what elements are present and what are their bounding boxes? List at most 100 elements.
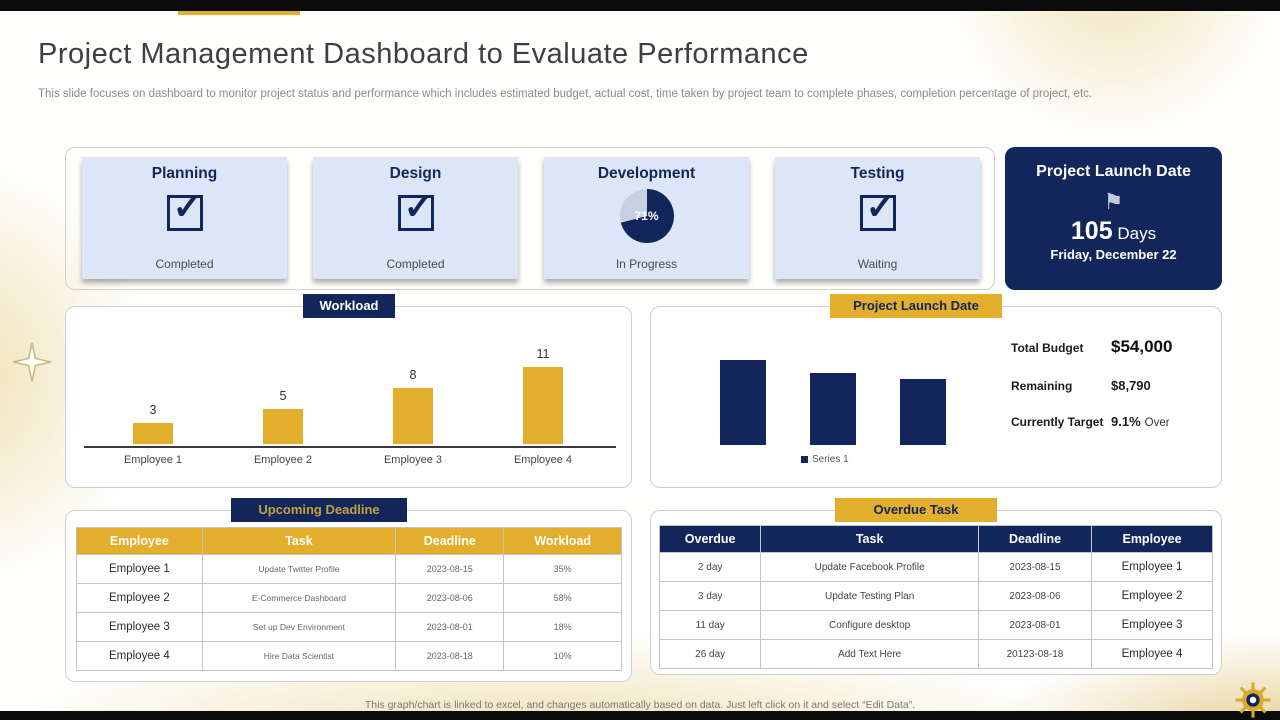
- cell-employee: Employee 3: [1091, 610, 1213, 640]
- bar-value-label: 5: [279, 389, 287, 403]
- cell-employee: Employee 4: [1091, 639, 1213, 669]
- legend-swatch-icon: [801, 456, 808, 463]
- column-header: Task: [201, 527, 397, 555]
- workload-bar[interactable]: 11: [523, 347, 563, 444]
- budget-stats: Total Budget $54,000 Remaining $8,790 Cu…: [1011, 337, 1211, 450]
- check-icon: ✓: [172, 186, 203, 227]
- category-label: Employee 2: [253, 454, 313, 466]
- budget-bar[interactable]: [900, 379, 946, 445]
- project-launch-card: Project Launch Date ⚑ 105 Days Friday, D…: [1005, 147, 1222, 290]
- launch-days-value: 105: [1070, 217, 1113, 245]
- cell-overdue: 3 day: [658, 581, 762, 611]
- column-header: Deadline: [395, 527, 505, 555]
- column-header: Task: [760, 525, 979, 553]
- cell-workload: 35%: [503, 554, 622, 584]
- table-row: 26 day Add Text Here 20123-08-18 Employe…: [658, 639, 1213, 669]
- footer-note: This graph/chart is linked to excel, and…: [364, 699, 916, 711]
- bar-value-label: 11: [536, 347, 550, 361]
- phase-status: Completed: [155, 257, 214, 271]
- launch-days-unit: Days: [1117, 224, 1157, 243]
- workload-bar[interactable]: 5: [263, 389, 303, 444]
- checkbox-checked-icon: ✓: [166, 189, 203, 231]
- cell-deadline: 2023-08-01: [395, 612, 505, 642]
- phase-card-development: Development 71% In Progress: [544, 157, 749, 279]
- table-row: Employee 1 Update Twitter Profile 2023-0…: [76, 554, 622, 584]
- star-ornament-icon: [10, 340, 54, 389]
- table-row: 3 day Update Testing Plan 2023-08-06 Emp…: [658, 581, 1213, 611]
- stat-row-total-budget: Total Budget $54,000: [1011, 337, 1211, 357]
- phase-title: Design: [389, 165, 442, 182]
- launch-card-title: Project Launch Date: [1036, 163, 1191, 180]
- cell-task: Update Testing Plan: [760, 581, 979, 611]
- gear-ornament-icon: [1234, 681, 1272, 720]
- cell-overdue: 2 day: [658, 552, 762, 582]
- table-row: 11 day Configure desktop 2023-08-01 Empl…: [658, 610, 1213, 640]
- stat-label: Remaining: [1011, 379, 1073, 393]
- phase-card-planning: Planning ✓ Completed: [82, 157, 287, 279]
- cell-overdue: 26 day: [658, 639, 762, 669]
- check-icon: ✓: [403, 186, 434, 227]
- stat-value: $54,000: [1111, 337, 1173, 356]
- cell-employee: Employee 2: [1091, 581, 1213, 611]
- table-row: Employee 3 Set up Dev Environment 2023-0…: [76, 612, 622, 642]
- cell-task: Configure desktop: [760, 610, 979, 640]
- stat-value: $8,790: [1111, 378, 1151, 393]
- top-bar: [0, 0, 1280, 11]
- cell-task: E-Commerce Dashboard: [201, 583, 397, 613]
- stat-suffix: Over: [1144, 417, 1170, 429]
- cell-deadline: 2023-08-18: [395, 641, 505, 671]
- cell-task: Update Twitter Profile: [201, 554, 397, 584]
- pie-percent-label: 71%: [634, 209, 659, 223]
- cell-employee: Employee 4: [76, 641, 203, 671]
- overdue-task-panel: Overdue Task Deadline Employee 2 day Upd…: [650, 510, 1222, 675]
- cell-deadline: 2023-08-06: [977, 581, 1093, 611]
- budget-chart-panel[interactable]: Series 1 Total Budget $54,000 Remaining …: [650, 306, 1222, 488]
- upcoming-deadline-panel: Employee Task Deadline Workload Employee…: [65, 510, 632, 682]
- x-axis-line: [84, 446, 616, 448]
- bar-value-label: 3: [149, 403, 157, 417]
- cell-task: Hire Data Scientist: [201, 641, 397, 671]
- cell-overdue: 11 day: [658, 610, 762, 640]
- column-header: Overdue: [658, 525, 762, 553]
- workload-bar[interactable]: 3: [133, 403, 173, 444]
- top-bar-gold-accent: [178, 11, 300, 15]
- budget-bar[interactable]: [720, 360, 766, 445]
- table-row: 2 day Update Facebook Profile 2023-08-15…: [658, 552, 1213, 582]
- cell-task: Set up Dev Environment: [201, 612, 397, 642]
- budget-bar[interactable]: [810, 373, 856, 445]
- overdue-task-badge: Overdue Task: [835, 498, 997, 522]
- table-row: Employee 4 Hire Data Scientist 2023-08-1…: [76, 641, 622, 671]
- bottom-bar: [0, 711, 1280, 720]
- cell-deadline: 2023-08-06: [395, 583, 505, 613]
- stat-label: Total Budget: [1011, 341, 1084, 355]
- category-label: Employee 3: [383, 454, 443, 466]
- bar-value-label: 8: [409, 368, 417, 382]
- page-subtitle: This slide focuses on dashboard to monit…: [38, 88, 1093, 100]
- workload-chart-panel[interactable]: 3 5 8 11 Employee 1 Employee 2 Employee …: [65, 306, 632, 488]
- column-header: Workload: [503, 527, 622, 555]
- table-header-row: Employee Task Deadline Workload: [76, 527, 622, 555]
- development-pie[interactable]: 71%: [619, 189, 674, 243]
- phase-title: Testing: [850, 165, 905, 182]
- overdue-task-table: Overdue Task Deadline Employee 2 day Upd…: [658, 525, 1213, 669]
- workload-bar[interactable]: 8: [393, 368, 433, 444]
- cell-deadline: 20123-08-18: [977, 639, 1093, 669]
- cell-employee: Employee 1: [76, 554, 203, 584]
- stat-row-target: Currently Target 9.1% Over: [1011, 414, 1211, 429]
- cell-workload: 18%: [503, 612, 622, 642]
- page-title: Project Management Dashboard to Evaluate…: [38, 38, 809, 70]
- cell-workload: 58%: [503, 583, 622, 613]
- column-header: Deadline: [977, 525, 1093, 553]
- phase-card-testing: Testing ✓ Waiting: [775, 157, 980, 279]
- stat-row-remaining: Remaining $8,790: [1011, 378, 1211, 393]
- cell-deadline: 2023-08-01: [977, 610, 1093, 640]
- phase-title: Development: [597, 165, 696, 182]
- upcoming-deadline-table: Employee Task Deadline Workload Employee…: [76, 527, 622, 671]
- category-label: Employee 4: [513, 454, 573, 466]
- legend-label: Series 1: [812, 454, 849, 465]
- checkbox-checked-icon: ✓: [397, 189, 434, 231]
- upcoming-deadline-badge: Upcoming Deadline: [231, 498, 407, 522]
- cell-employee: Employee 1: [1091, 552, 1213, 582]
- cell-task: Add Text Here: [760, 639, 979, 669]
